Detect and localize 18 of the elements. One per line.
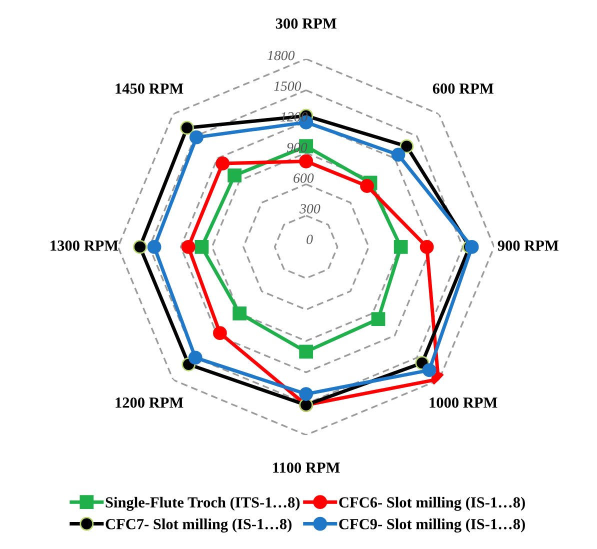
legend-label: CFC9- Slot milling (IS-1…8) <box>339 518 525 533</box>
y-tick-label: 1200 <box>280 112 308 122</box>
y-tick-label: 0 <box>306 234 313 244</box>
spoke-label: 1200 RPM <box>116 397 184 408</box>
y-tick-label: 1800 <box>267 50 295 60</box>
legend-label: Single-Flute Troch (ITS-1…8) <box>106 496 300 511</box>
spoke-label: 1100 RPM <box>273 462 340 473</box>
legend-label: CFC6- Slot milling (IS-1…8) <box>339 496 525 511</box>
spoke-label: 1450 RPM <box>116 83 184 94</box>
legend-label: CFC7- Slot milling (IS-1…8) <box>106 518 292 533</box>
spoke-label: 300 RPM <box>276 18 336 29</box>
spoke-label: 600 RPM <box>432 83 494 94</box>
y-tick-label: 300 <box>300 204 320 214</box>
spoke-label: 1300 RPM <box>50 240 118 251</box>
y-tick-label: 1500 <box>274 81 302 91</box>
spoke-label: 1000 RPM <box>430 397 498 408</box>
spoke-label: 900 RPM <box>498 240 558 251</box>
y-tick-label: 600 <box>294 173 314 183</box>
